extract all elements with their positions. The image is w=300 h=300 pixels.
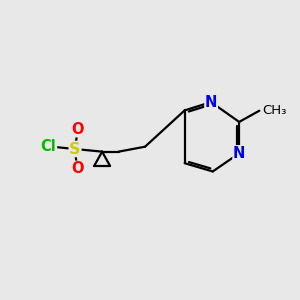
Text: S: S — [69, 142, 81, 157]
Text: Cl: Cl — [41, 139, 56, 154]
Text: N: N — [205, 94, 217, 110]
Text: CH₃: CH₃ — [262, 104, 286, 117]
Text: O: O — [71, 161, 83, 176]
Text: O: O — [71, 122, 84, 137]
Text: N: N — [233, 146, 245, 161]
